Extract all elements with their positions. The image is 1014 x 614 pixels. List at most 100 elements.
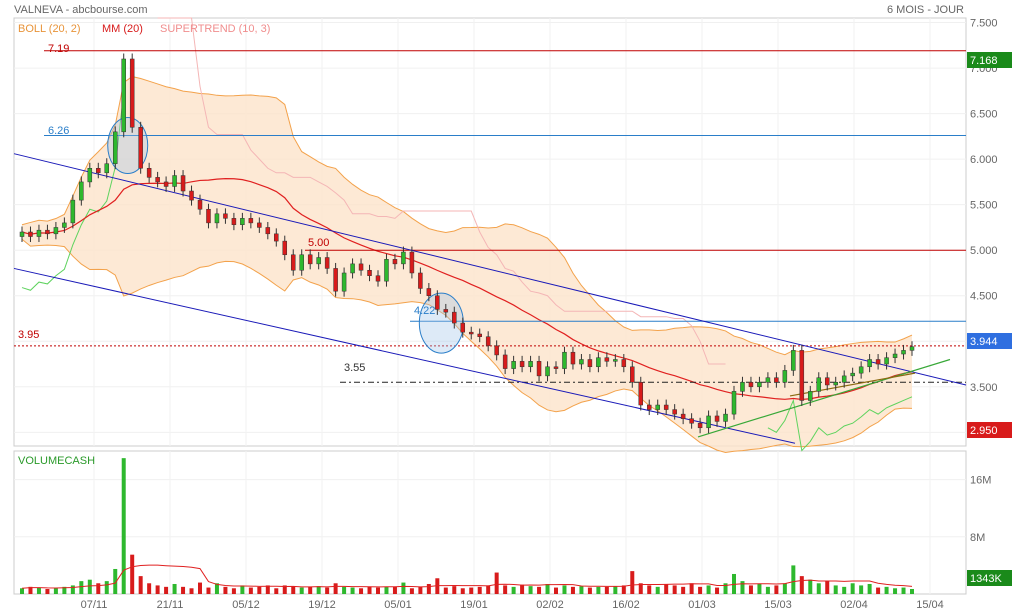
- candle-body: [477, 333, 482, 337]
- y-tick-label: 6.500: [970, 109, 998, 121]
- candle-body: [426, 288, 432, 296]
- candle-body: [443, 309, 449, 313]
- y-tick-label: 6.000: [970, 154, 998, 166]
- volume-bar: [715, 587, 720, 594]
- x-tick-label: 07/11: [81, 599, 108, 611]
- volume-bar: [876, 587, 881, 594]
- volume-bar: [765, 586, 770, 594]
- candle-body: [774, 377, 779, 383]
- candle-body: [663, 404, 669, 410]
- volume-bar: [452, 586, 457, 594]
- supertrend-up-segment: [21, 92, 125, 291]
- candle-body: [765, 377, 771, 383]
- candle-body: [435, 295, 440, 310]
- candle-body: [909, 346, 915, 351]
- candle-body: [231, 218, 237, 225]
- candle-body: [850, 372, 855, 377]
- candle-body: [714, 415, 720, 422]
- volume-bar: [299, 587, 304, 594]
- moving-average-line: [21, 178, 913, 401]
- candle-body: [613, 359, 618, 362]
- volume-bar: [359, 588, 364, 594]
- volume-bar: [842, 586, 847, 594]
- date-axis: 07/11 21/11 05/12 19/12 05/01 19/01 02/02 16/02…: [81, 599, 944, 611]
- candle-body: [375, 275, 381, 282]
- volume-bar: [443, 587, 448, 594]
- volume-bar: [486, 585, 491, 594]
- level-label-395: 3.95: [18, 329, 39, 341]
- y-tick-label: 5.500: [970, 200, 998, 212]
- candle-body: [265, 227, 271, 235]
- candle-body: [401, 251, 406, 265]
- candle-body: [316, 257, 321, 265]
- candle-body: [28, 231, 33, 237]
- volume-bar: [884, 586, 889, 594]
- volume-bar: [342, 586, 347, 594]
- x-tick-label: 05/01: [384, 599, 412, 611]
- volume-bar: [376, 587, 380, 594]
- candles-layer: [19, 53, 915, 434]
- volume-bar: [664, 583, 669, 594]
- volume-bar: [859, 585, 864, 594]
- candle-body: [189, 190, 194, 201]
- volume-bar: [893, 588, 898, 594]
- volume-bar: [62, 586, 67, 594]
- y-tick-label: 7.500: [970, 18, 998, 30]
- candle-body: [197, 199, 203, 210]
- candle-body: [740, 382, 745, 392]
- candle-body: [155, 177, 160, 183]
- boll-lower: [21, 238, 913, 454]
- volume-bar: [808, 579, 813, 594]
- volume-bar: [740, 581, 745, 594]
- candle-body: [824, 377, 830, 386]
- candle-body: [112, 131, 118, 164]
- candle-body: [333, 268, 338, 292]
- legend-volume: VOLUMECASH: [18, 455, 95, 467]
- candle-body: [290, 254, 296, 271]
- volume-bar: [333, 583, 338, 594]
- candle-body: [350, 263, 355, 274]
- volume-tick-label: 8M: [970, 532, 985, 544]
- volume-bar: [418, 586, 423, 594]
- candle-body: [138, 127, 143, 169]
- volume-bar: [460, 588, 465, 594]
- volume-bar: [570, 586, 575, 594]
- candle-body: [579, 359, 584, 365]
- volume-bar: [206, 587, 211, 594]
- volume-bar: [189, 588, 194, 594]
- legend-supertrend: SUPERTREND (10, 3): [160, 23, 270, 35]
- volume-bar: [596, 586, 601, 594]
- volume-bar: [748, 585, 753, 594]
- price-panel-frame: [13, 17, 967, 447]
- x-tick-label: 21/11: [157, 599, 184, 611]
- candle-body: [553, 366, 559, 369]
- volume-bar: [426, 583, 431, 594]
- volume-bar: [901, 587, 906, 594]
- candle-body: [680, 413, 686, 419]
- volume-bar: [613, 586, 618, 594]
- volume-bar: [155, 585, 160, 594]
- volume-bar: [401, 582, 406, 594]
- volume-bar: [774, 585, 779, 594]
- volume-bar: [198, 582, 202, 594]
- volume-bar: [587, 587, 592, 594]
- candle-body: [418, 272, 423, 289]
- candle-body: [799, 350, 805, 401]
- channel-lower: [13, 267, 796, 444]
- volume-bar: [392, 586, 397, 594]
- badge-lower: 2.950: [970, 425, 998, 437]
- candle-body: [214, 213, 220, 224]
- badge-upper: 7.168: [970, 55, 998, 67]
- candle-body: [392, 259, 398, 265]
- volume-bar: [172, 583, 177, 594]
- volume-bar: [384, 586, 389, 594]
- candle-body: [257, 222, 262, 228]
- candle-body: [587, 359, 593, 368]
- volume-bar: [181, 586, 186, 594]
- badge-last: 3.944: [970, 336, 998, 348]
- badge-last-bg: [967, 333, 1012, 349]
- candle-body: [646, 404, 652, 410]
- volume-bar: [96, 583, 101, 594]
- level-label-355: 3.55: [344, 362, 365, 374]
- volume-bar: [562, 585, 567, 594]
